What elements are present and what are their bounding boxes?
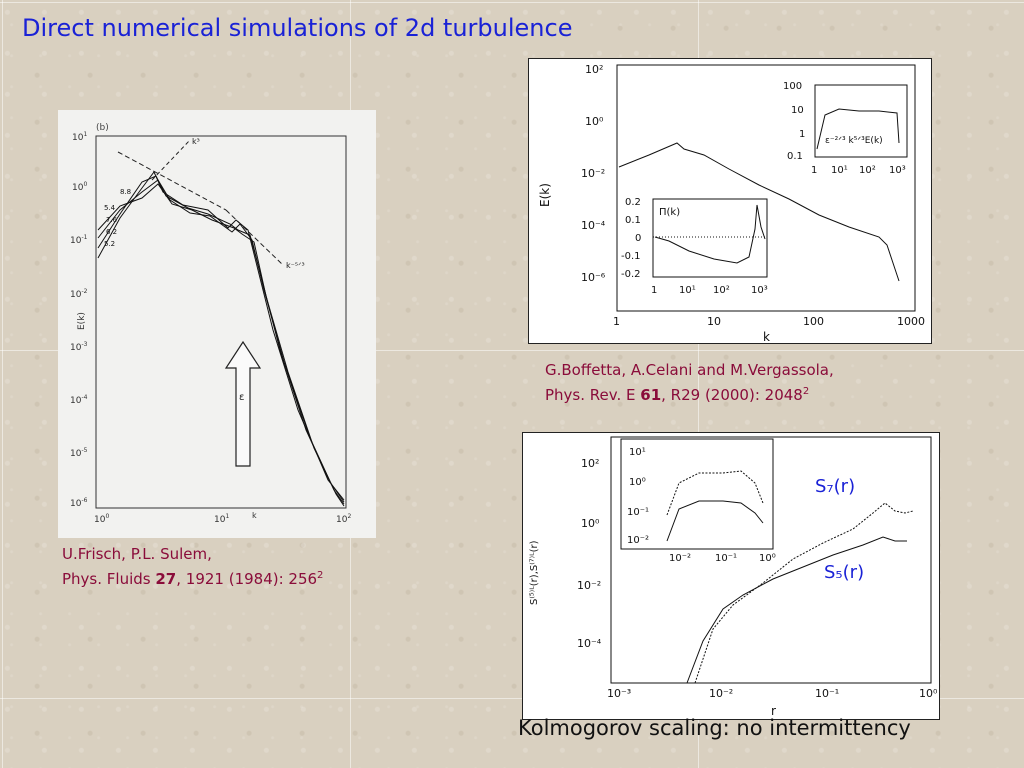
y-tick: 10-4 xyxy=(70,394,88,406)
left-x-ticks: 100 101 102 xyxy=(94,513,351,525)
y-tick: 10² xyxy=(585,63,603,76)
energy-arrow xyxy=(224,340,262,467)
caption-frisch-sulem: U.Frisch, P.L. Sulem, Phys. Fluids 27, 1… xyxy=(62,544,323,590)
inset-x-tick: 10¹ xyxy=(831,165,848,176)
caption-line: Phys. Fluids 27, 1921 (1984): 2562 xyxy=(62,570,324,588)
inset-flux: 0.2 0.1 0 -0.1 -0.2 1 10¹ 10² 10³ Π(k) xyxy=(621,197,768,296)
inset-y-tick: 0 xyxy=(635,233,641,244)
y-tick: 10⁻² xyxy=(577,579,601,592)
y-tick: 10⁻² xyxy=(581,167,605,180)
inset-b-label: Π(k) xyxy=(659,207,680,218)
x-tick: 100 xyxy=(94,513,109,525)
y-tick: 10-3 xyxy=(70,341,88,353)
caption-boffetta: G.Boffetta, A.Celani and M.Vergassola, P… xyxy=(545,360,834,406)
scaling-caption: Kolmogorov scaling: no intermittency xyxy=(518,716,911,740)
y-tick: 10⁻⁶ xyxy=(581,271,606,284)
inset-x-tick: 10² xyxy=(859,165,876,176)
left-y-label: E(k) xyxy=(77,312,87,330)
s7-curve xyxy=(694,502,914,684)
x-tick: 10⁰ xyxy=(919,687,938,700)
inset-y-tick: 10⁰ xyxy=(629,477,646,488)
y-tick: 100 xyxy=(72,181,87,193)
x-tick: 10⁻³ xyxy=(607,687,631,700)
curve-label: 5.2 xyxy=(104,240,115,248)
x-tick: 10⁻² xyxy=(709,687,733,700)
inset-y-tick: 10⁻¹ xyxy=(627,507,649,518)
x-tick: 10 xyxy=(707,315,721,328)
panel-label: (b) xyxy=(96,123,109,133)
br-x-label: r xyxy=(771,704,776,718)
inset-y-tick: 1 xyxy=(799,129,805,140)
caption-line: G.Boffetta, A.Celani and M.Vergassola, xyxy=(545,361,834,379)
inset-x-tick: 10¹ xyxy=(679,285,696,296)
inset-x-tick: 10⁰ xyxy=(759,553,776,564)
x-tick: 10⁻¹ xyxy=(815,687,839,700)
tr-x-label: k xyxy=(763,330,770,343)
inset-y-tick: 0.1 xyxy=(625,215,641,226)
arrow-label: ε xyxy=(239,392,244,403)
structure-inset: 10¹ 10⁰ 10⁻¹ 10⁻² 10⁻² 10⁻¹ 10⁰ xyxy=(620,438,776,564)
inset-y-tick: -0.1 xyxy=(621,251,641,262)
br-y-label: S⁽⁵⁾ᴸ(r),S⁽⁷⁾ᴸ(r) xyxy=(529,540,540,605)
tr-y-ticks: 10² 10⁰ 10⁻² 10⁻⁴ 10⁻⁶ xyxy=(581,63,606,284)
inset-x-tick: 1 xyxy=(811,165,817,176)
y-tick: 10² xyxy=(581,457,599,470)
br-y-ticks: 10² 10⁰ 10⁻² 10⁻⁴ xyxy=(577,457,602,650)
inset-x-tick: 10² xyxy=(713,285,730,296)
inset-x-tick: 10³ xyxy=(889,165,906,176)
tr-x-ticks: 1 10 100 1000 xyxy=(613,315,925,328)
caption-line: Phys. Rev. E 61, R29 (2000): 20482 xyxy=(545,386,810,404)
x-tick: 1000 xyxy=(897,315,925,328)
curve-label: 7.6 xyxy=(106,216,118,224)
inset-y-tick: 10¹ xyxy=(629,447,646,458)
slope-k53-label: k⁻⁵ᐟ³ xyxy=(286,261,305,270)
curve-label: 8.8 xyxy=(120,188,131,196)
structure-function-figure: 10² 10⁰ 10⁻² 10⁻⁴ S⁽⁵⁾ᴸ(r),S⁽⁷⁾ᴸ(r) 10⁻³… xyxy=(522,432,940,720)
y-tick: 10⁰ xyxy=(585,115,604,128)
slope-k3-label: k³ xyxy=(192,137,200,146)
y-tick: 10⁻⁴ xyxy=(577,637,602,650)
x-tick: 100 xyxy=(803,315,824,328)
x-tick: 101 xyxy=(214,513,229,525)
inset-compensated-spectrum: 100 10 1 0.1 1 10¹ 10² 10³ ε⁻²ᐟ³ k⁵ᐟ³E(k… xyxy=(783,81,908,176)
x-tick: 102 xyxy=(336,513,351,525)
energy-spectrum-curve xyxy=(618,142,900,282)
y-tick: 10-5 xyxy=(70,447,88,459)
curve-label: 5.4 xyxy=(104,204,116,212)
inset-y-tick: 0.1 xyxy=(787,151,803,162)
inset-x-tick: 1 xyxy=(651,285,657,296)
curve-label: 6.2 xyxy=(106,228,117,236)
x-tick: 1 xyxy=(613,315,620,328)
inset-y-tick: 10⁻² xyxy=(627,535,649,546)
y-tick: 10-2 xyxy=(70,288,88,300)
curve-labels: 8.8 5.4 7.6 6.2 5.2 xyxy=(104,188,131,248)
spectra-bundle xyxy=(97,171,345,507)
y-tick: 101 xyxy=(72,131,87,143)
inset-x-tick: 10³ xyxy=(751,285,768,296)
s5-curve xyxy=(686,536,907,684)
s5-label: S₅(r) xyxy=(824,562,865,583)
y-tick: 10-1 xyxy=(70,234,88,246)
left-x-label: k xyxy=(252,511,257,520)
slide-title: Direct numerical simulations of 2d turbu… xyxy=(22,14,573,42)
y-tick: 10-6 xyxy=(70,497,88,509)
s7-label: S₇(r) xyxy=(815,476,856,497)
tr-y-label: E(k) xyxy=(538,183,552,207)
inset-a-label: ε⁻²ᐟ³ k⁵ᐟ³E(k) xyxy=(825,136,883,146)
inset-y-tick: 100 xyxy=(783,81,802,92)
energy-spectrum-figure: 10² 10⁰ 10⁻² 10⁻⁴ 10⁻⁶ E(k) 1 10 100 100… xyxy=(528,58,932,344)
inset-x-tick: 10⁻² xyxy=(669,553,691,564)
y-tick: 10⁻⁴ xyxy=(581,219,606,232)
inset-y-tick: -0.2 xyxy=(621,269,641,280)
caption-line: U.Frisch, P.L. Sulem, xyxy=(62,545,212,563)
inset-y-tick: 0.2 xyxy=(625,197,641,208)
frisch-sulem-figure: (b) 101 100 10-1 10-2 10-3 10-4 10-5 10-… xyxy=(58,110,376,538)
inset-y-tick: 10 xyxy=(791,105,804,116)
y-tick: 10⁰ xyxy=(581,517,600,530)
inset-x-tick: 10⁻¹ xyxy=(715,553,737,564)
br-x-ticks: 10⁻³ 10⁻² 10⁻¹ 10⁰ xyxy=(607,687,938,700)
